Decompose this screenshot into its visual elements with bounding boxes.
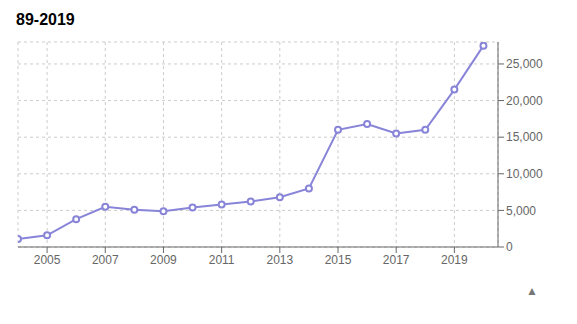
svg-text:15,000: 15,000: [506, 130, 543, 144]
svg-text:2007: 2007: [92, 253, 119, 267]
svg-text:2015: 2015: [325, 253, 352, 267]
svg-text:2009: 2009: [150, 253, 177, 267]
svg-text:2017: 2017: [383, 253, 410, 267]
svg-text:25,000: 25,000: [506, 57, 543, 71]
svg-text:2019: 2019: [441, 253, 468, 267]
svg-text:20,000: 20,000: [506, 94, 543, 108]
svg-text:2005: 2005: [34, 253, 61, 267]
svg-text:10,000: 10,000: [506, 167, 543, 181]
svg-text:2011: 2011: [209, 253, 235, 267]
svg-text:0: 0: [506, 240, 513, 254]
svg-text:2013: 2013: [266, 253, 293, 267]
html-text:89-2019: 89-2019: [16, 11, 75, 28]
svg-text:5,000: 5,000: [506, 204, 536, 218]
